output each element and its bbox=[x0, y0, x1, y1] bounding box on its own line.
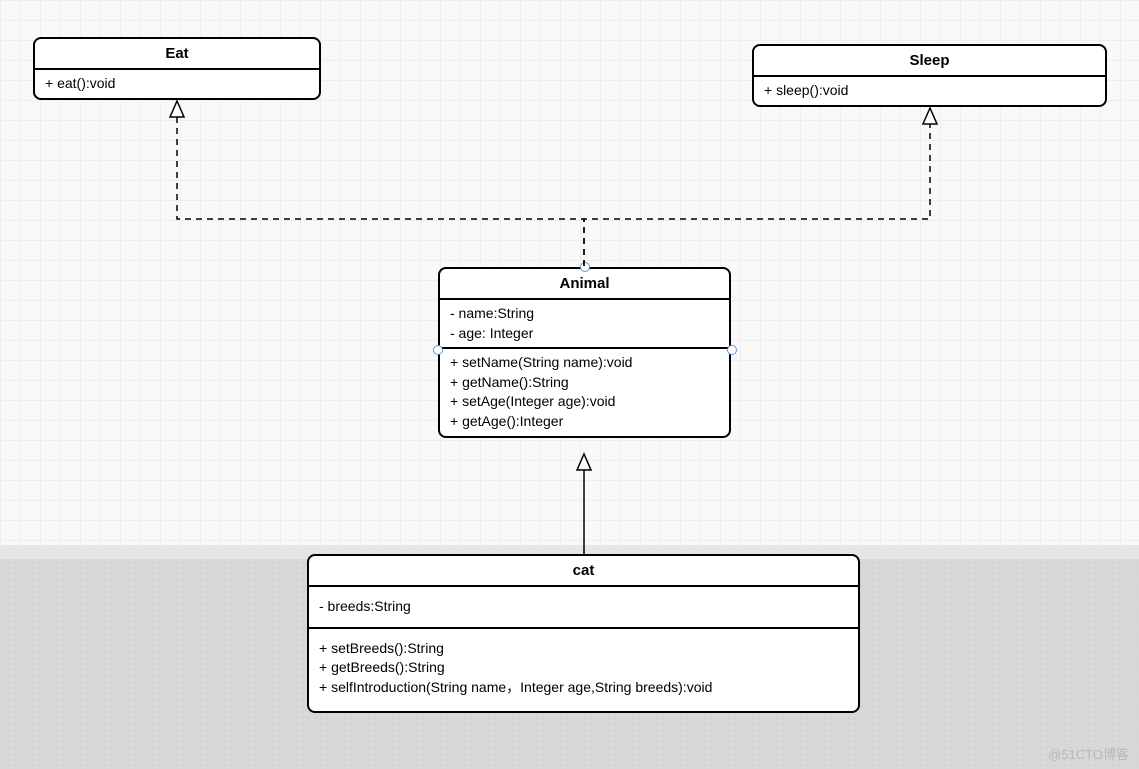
class-eat: Eat + eat():void bbox=[33, 37, 321, 100]
class-sleep-title: Sleep bbox=[754, 46, 1105, 77]
method-line: + setBreeds():String bbox=[319, 639, 848, 659]
class-cat: cat - breeds:String + setBreeds():String… bbox=[307, 554, 860, 713]
class-eat-title: Eat bbox=[35, 39, 319, 70]
method-line: + getBreeds():String bbox=[319, 658, 848, 678]
watermark-text: @51CTO博客 bbox=[1048, 744, 1129, 763]
anchor-dot bbox=[727, 345, 737, 355]
class-cat-attributes: - breeds:String bbox=[309, 587, 858, 629]
anchor-dot bbox=[580, 262, 590, 272]
class-cat-methods: + setBreeds():String + getBreeds():Strin… bbox=[309, 629, 858, 712]
attr-line: - age: Integer bbox=[450, 324, 719, 344]
method-line: + getName():String bbox=[450, 373, 719, 393]
attr-line: - name:String bbox=[450, 304, 719, 324]
class-animal: Animal - name:String - age: Integer + se… bbox=[438, 267, 731, 438]
class-animal-title: Animal bbox=[440, 269, 729, 300]
method-line: + getAge():Integer bbox=[450, 412, 719, 432]
anchor-dot bbox=[433, 345, 443, 355]
class-eat-methods: + eat():void bbox=[35, 70, 319, 98]
class-sleep: Sleep + sleep():void bbox=[752, 44, 1107, 107]
class-animal-attributes: - name:String - age: Integer bbox=[440, 300, 729, 349]
class-animal-methods: + setName(String name):void + getName():… bbox=[440, 349, 729, 435]
method-line: + selfIntroduction(String name，Integer a… bbox=[319, 678, 848, 698]
method-line: + eat():void bbox=[45, 74, 309, 94]
attr-line: - breeds:String bbox=[319, 597, 848, 617]
class-cat-title: cat bbox=[309, 556, 858, 587]
method-line: + setAge(Integer age):void bbox=[450, 392, 719, 412]
method-line: + sleep():void bbox=[764, 81, 1095, 101]
method-line: + setName(String name):void bbox=[450, 353, 719, 373]
class-sleep-methods: + sleep():void bbox=[754, 77, 1105, 105]
